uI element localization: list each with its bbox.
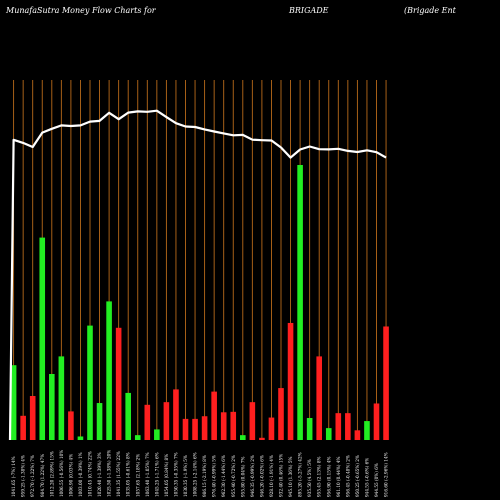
money-flow-bar <box>96 403 103 440</box>
money-flow-bar <box>383 326 389 440</box>
price-line <box>8 109 387 441</box>
x-tick-label: 916.60 (-2.96%) 14% <box>384 452 389 497</box>
x-tick-label: 1045.25 (-1.71%) 6% <box>154 452 159 497</box>
x-tick-label: 1006.55 (-0.56%) 10% <box>59 450 64 497</box>
money-flow-bar <box>201 416 208 440</box>
money-flow-bar <box>125 392 131 440</box>
x-tick-label: 895.20 (-5.27%) 42% <box>298 452 303 497</box>
x-tick-label: 1020.40 (-1.39%) 3% <box>97 452 102 497</box>
x-tick-label: 955.80 (0.04%) 7% <box>240 456 245 497</box>
x-tick-label: 944.55 (-0.6%) 6% <box>364 458 369 497</box>
x-tick-label: 1041.65 (-7%) 14% <box>11 456 16 497</box>
money-flow-bar <box>249 402 256 440</box>
x-tick-label: 972.70 (-1.22%) 7% <box>30 455 35 497</box>
x-tick-label: 945.10 (1.36%) 5% <box>288 456 293 497</box>
money-flow-bar <box>345 413 351 440</box>
money-flow-bar <box>364 421 370 440</box>
x-tick-label: 928.10 (-1.91%) 4% <box>269 455 274 497</box>
money-flow-bar <box>77 436 84 440</box>
x-tick-label: 1012.20 (2.89%) 15% <box>49 451 54 497</box>
x-tick-label: 956.90 (0.15%) 4% <box>326 456 331 497</box>
money-flow-bar <box>29 396 36 440</box>
money-flow-bar <box>335 413 342 440</box>
x-tick-label: 1008.25 (-2.14%) 6% <box>193 452 198 497</box>
bars-group <box>10 165 389 440</box>
money-flow-bar <box>287 322 294 440</box>
x-axis-labels: 1041.65 (-7%) 14% 959.25 (-1.38%) 4% 972.7… <box>11 450 388 497</box>
x-tick-label: 955.45 (2.13%) 8% <box>317 456 322 497</box>
chart-symbol: BRIGADE <box>288 6 329 15</box>
x-tick-label: 961.10 (0.44%) 4% <box>336 456 341 497</box>
x-tick-label: 1063.40 (-1.05%) 7% <box>145 452 150 497</box>
x-tick-label: 1050.35 (-0.35%) 7% <box>173 452 178 497</box>
x-tick-label: 1006.90 (0.03%) 4% <box>68 454 73 497</box>
money-flow-bar <box>211 391 217 440</box>
x-tick-label: 955.40 (-0.72%) 2% <box>231 455 236 497</box>
x-tick-label: 956.45 (-0.48%) 2% <box>345 455 350 497</box>
price-line-group <box>8 109 387 441</box>
money-flow-bar <box>163 402 170 440</box>
x-tick-label: 1041.35 (1.55%) 22% <box>116 451 121 497</box>
x-tick-label: 944.55 (0%) 6% <box>374 463 379 497</box>
x-tick-label: 962.30 (-1.44%) 6% <box>221 455 226 497</box>
money-flow-bar <box>49 374 55 440</box>
x-tick-label: 946.35 (-0.99%) 2% <box>250 455 255 497</box>
money-flow-bar <box>306 418 313 440</box>
money-flow-bar <box>10 365 17 440</box>
chart-company: (Brigade Ent <box>404 6 457 15</box>
money-flow-bar <box>278 388 284 440</box>
x-tick-label: 959.25 (-1.38%) 4% <box>21 455 26 497</box>
money-flow-bar <box>106 301 112 440</box>
x-tick-label: 1030.35 (-1.9%) 5% <box>183 455 188 497</box>
x-tick-label: 1035.05 (-0.61%) 8% <box>126 452 131 497</box>
money-flow-bar <box>325 428 332 440</box>
x-tick-label: 932.40 (0.46%) 15% <box>279 454 284 497</box>
x-tick-label: 1010.45 (0.74%) 22% <box>88 451 93 497</box>
x-tick-label: 976.40 (-0.99%) 5% <box>212 455 217 497</box>
money-flow-bar <box>87 325 93 440</box>
x-tick-label: 1057.65 (2.18%) 2% <box>135 454 140 497</box>
money-flow-bar <box>68 411 74 440</box>
x-tick-label: 1025.50 (-1.38%) 20% <box>107 450 112 497</box>
grid-lines <box>13 80 387 440</box>
x-tick-label: 984.70 (1.22%) 47% <box>40 454 45 497</box>
money-flow-bar <box>373 403 380 440</box>
money-flow-bar <box>39 237 46 440</box>
x-tick-label: 1003.00 (-0.39%) 1% <box>78 452 83 497</box>
x-tick-label: 986.15 (-2.19%) 8% <box>202 455 207 497</box>
money-flow-bar <box>354 430 361 440</box>
money-flow-bar <box>134 435 141 440</box>
x-tick-label: 935.50 (4.5%) 5% <box>307 459 312 497</box>
money-flow-bar <box>230 411 237 440</box>
money-flow-bar <box>58 356 65 440</box>
money-flow-bar <box>259 437 265 440</box>
money-flow-bar <box>316 356 322 440</box>
money-flow-bar <box>173 389 179 440</box>
money-flow-bar <box>154 429 160 440</box>
money-flow-bar <box>240 435 246 440</box>
money-flow-bar <box>20 415 26 440</box>
money-flow-bar <box>182 418 189 440</box>
x-tick-label: 1054.05 (0.84%) 8% <box>164 454 169 497</box>
money-flow-bar <box>192 418 198 440</box>
chart-title: MunafaSutra Money Flow Charts for <box>5 6 157 15</box>
x-tick-label: 946.20 (-0.02%) 6% <box>259 455 264 497</box>
money-flow-bar <box>220 412 227 440</box>
money-flow-bar <box>268 417 275 440</box>
money-flow-bar <box>297 165 303 440</box>
x-tick-label: 950.25 (-0.65%) 2% <box>355 455 360 497</box>
money-flow-bar <box>144 404 151 440</box>
money-flow-bar <box>115 327 122 440</box>
